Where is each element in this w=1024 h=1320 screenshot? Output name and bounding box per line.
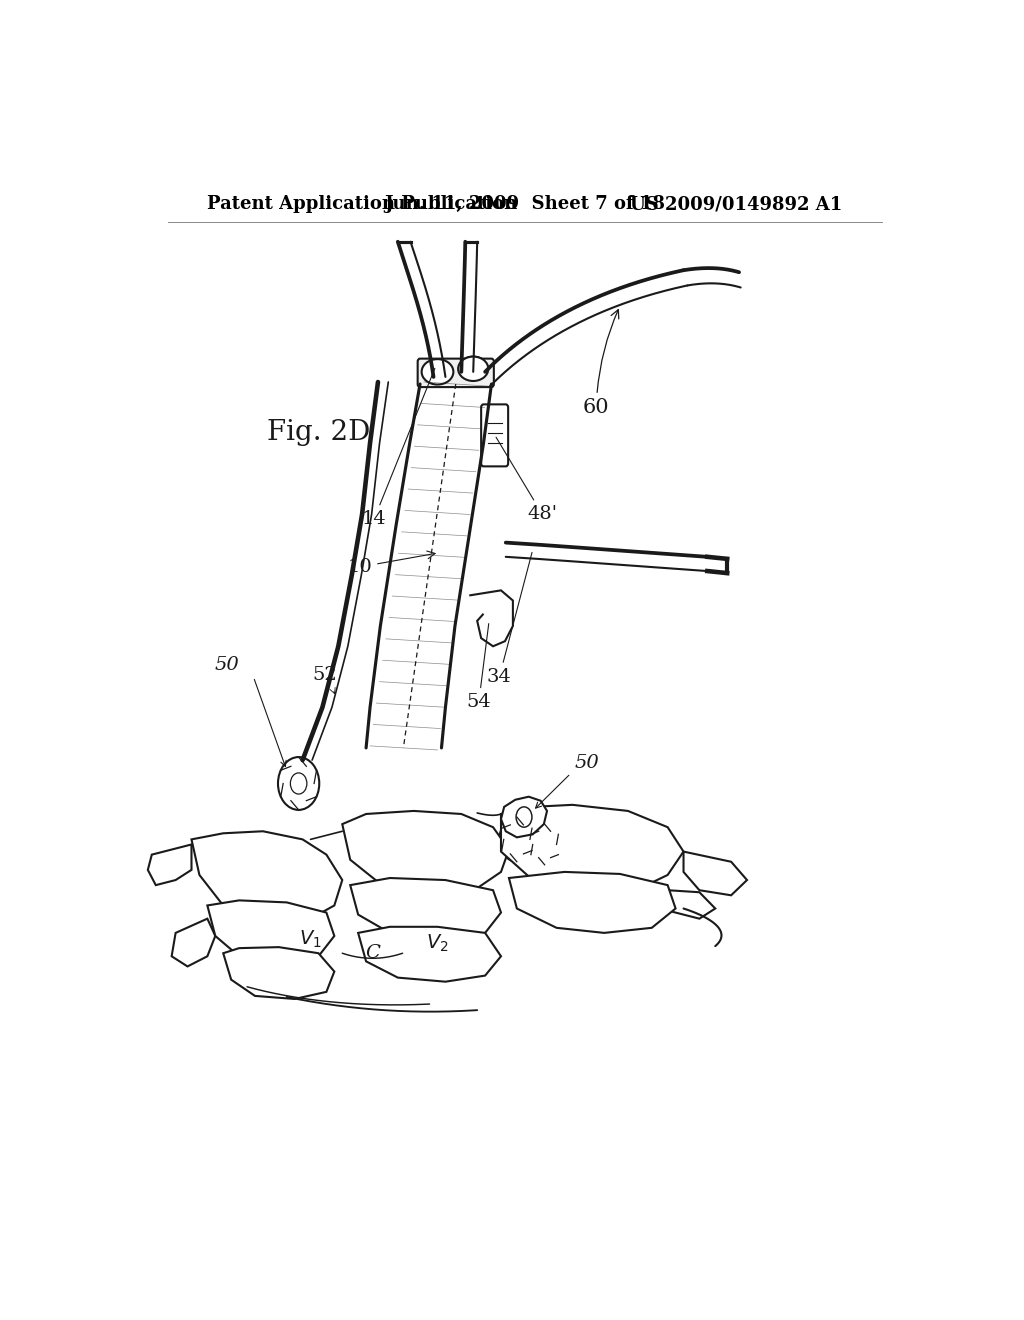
- Polygon shape: [223, 948, 334, 999]
- Polygon shape: [172, 919, 215, 966]
- Text: 50: 50: [574, 754, 599, 772]
- Ellipse shape: [422, 359, 454, 384]
- Text: Patent Application Publication: Patent Application Publication: [207, 195, 517, 213]
- Ellipse shape: [458, 356, 488, 381]
- Text: 14: 14: [361, 368, 435, 528]
- Text: $V_1$: $V_1$: [299, 928, 322, 949]
- Text: 50: 50: [215, 656, 240, 673]
- Text: 52: 52: [312, 665, 337, 684]
- Polygon shape: [147, 845, 191, 886]
- FancyBboxPatch shape: [481, 404, 508, 466]
- Text: C: C: [365, 944, 380, 962]
- Polygon shape: [501, 805, 684, 892]
- Text: 10: 10: [347, 550, 435, 576]
- Polygon shape: [684, 851, 748, 895]
- Text: $V_2$: $V_2$: [426, 932, 449, 954]
- Polygon shape: [644, 888, 715, 919]
- Ellipse shape: [458, 356, 488, 381]
- Polygon shape: [191, 832, 342, 921]
- Polygon shape: [501, 797, 547, 837]
- Text: US 2009/0149892 A1: US 2009/0149892 A1: [630, 195, 842, 213]
- Circle shape: [510, 830, 524, 849]
- FancyBboxPatch shape: [418, 359, 494, 387]
- Polygon shape: [207, 900, 334, 961]
- Circle shape: [278, 758, 319, 810]
- Circle shape: [516, 807, 531, 828]
- Polygon shape: [358, 927, 501, 982]
- Circle shape: [291, 774, 307, 795]
- Circle shape: [528, 824, 560, 865]
- Text: 48': 48': [496, 437, 557, 523]
- Text: Fig. 2D: Fig. 2D: [267, 420, 371, 446]
- Text: 34: 34: [487, 552, 532, 686]
- Text: 54: 54: [466, 623, 492, 711]
- Circle shape: [500, 817, 535, 862]
- Text: 60: 60: [583, 310, 618, 417]
- Polygon shape: [350, 878, 501, 939]
- Text: Jun. 11, 2009  Sheet 7 of 18: Jun. 11, 2009 Sheet 7 of 18: [384, 195, 666, 213]
- Ellipse shape: [422, 359, 454, 384]
- Polygon shape: [342, 810, 509, 892]
- Circle shape: [539, 837, 551, 853]
- Polygon shape: [509, 873, 676, 933]
